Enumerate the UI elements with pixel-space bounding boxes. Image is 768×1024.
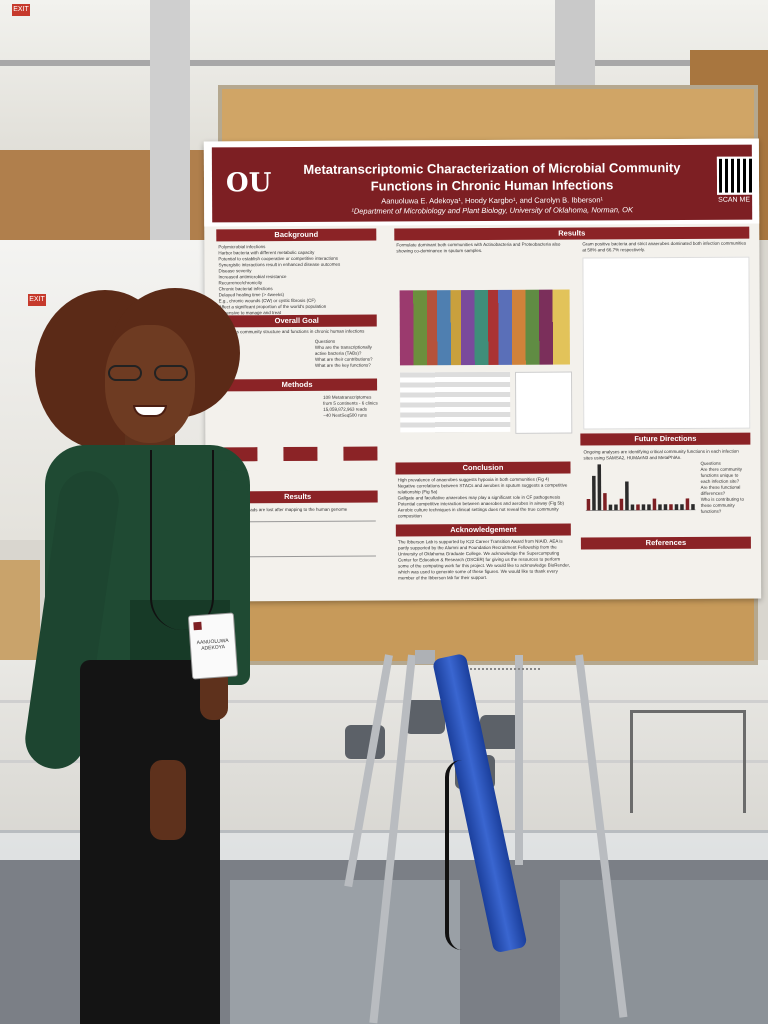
chart-bar [603, 493, 607, 511]
chart-bar [592, 475, 596, 511]
future-bar-chart [585, 464, 696, 511]
chart-bar [619, 498, 624, 511]
chart-bar [586, 498, 591, 511]
face [105, 325, 195, 443]
lens [108, 365, 142, 381]
floor-tile [560, 880, 768, 1024]
chart-bar [641, 504, 646, 511]
chart-bar [614, 504, 618, 511]
chart-bar [691, 504, 695, 510]
black-pants [80, 660, 220, 1024]
chart-bar [674, 504, 679, 510]
chart-bar [625, 481, 629, 511]
name-badge: AANUOLUWA ADEKOYA [187, 612, 239, 680]
easel-bracket [415, 650, 435, 664]
chart-bar [608, 504, 613, 511]
easel-leg [515, 655, 523, 865]
chart-bar [630, 504, 635, 511]
exit-sign: EXIT [12, 4, 30, 16]
chart-bar [669, 504, 673, 511]
tube-strap [445, 760, 479, 950]
floor-line [0, 760, 768, 763]
stair-railing [630, 710, 746, 813]
badge-name: AANUOLUWA ADEKOYA [196, 637, 229, 652]
chart-bar [680, 504, 684, 510]
easel-chain [450, 658, 540, 670]
chart-bar [685, 498, 690, 510]
lanyard [150, 450, 214, 630]
research-poster: OU Metatranscriptomic Characterization o… [203, 138, 762, 602]
chart-bar [663, 504, 668, 511]
chart-bar [658, 504, 662, 511]
chart-bar [636, 504, 640, 511]
chair [405, 700, 445, 734]
chart-bar [647, 504, 651, 511]
hand [150, 760, 186, 840]
chart-bar [652, 498, 657, 511]
eyeglasses [108, 365, 190, 383]
support-column-2 [555, 0, 595, 100]
upper-railing [0, 60, 768, 66]
exit-sign: EXIT [28, 294, 46, 306]
floor-tile [230, 880, 460, 1024]
chart-bar [597, 464, 602, 511]
badge-logo [193, 621, 202, 631]
wood-wall-left [0, 150, 230, 240]
lens [154, 365, 188, 381]
chair [480, 715, 520, 749]
